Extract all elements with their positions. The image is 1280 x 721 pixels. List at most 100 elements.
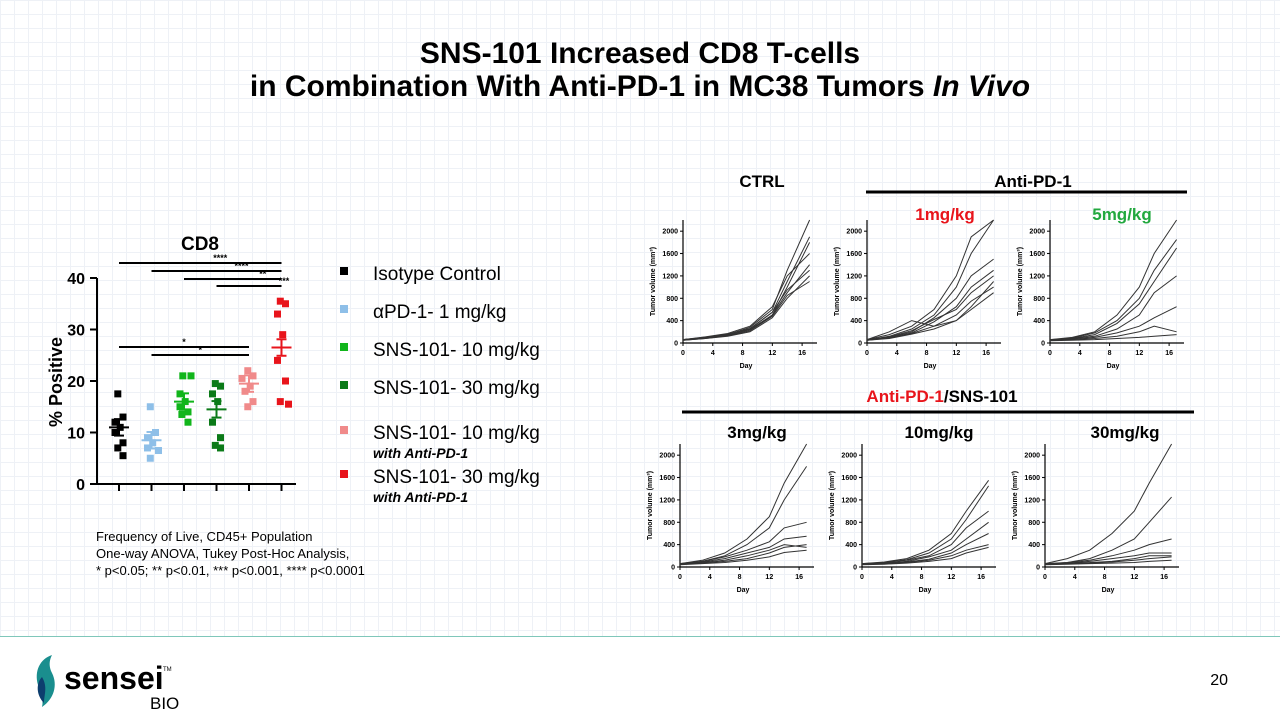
panel-x-tick-label: 16 bbox=[1160, 574, 1168, 581]
panel-y-tick-label: 800 bbox=[1033, 296, 1045, 303]
panel-y-label: Tumor volume (mm³) bbox=[647, 471, 654, 540]
panel-x-tick-label: 4 bbox=[711, 350, 715, 357]
growth-line bbox=[866, 219, 995, 341]
panel-y-tick-label: 1600 bbox=[841, 475, 857, 482]
panel-title: 1mg/kg bbox=[915, 205, 975, 224]
data-point bbox=[176, 403, 184, 411]
panel-y-tick-label: 400 bbox=[663, 542, 675, 549]
legend-label: αPD-1- 1 mg/kg bbox=[373, 302, 506, 323]
logo-trademark: TM bbox=[163, 667, 172, 673]
panel-y-tick-label: 1200 bbox=[659, 497, 675, 504]
legend-label: SNS-101- 10 mg/kg bbox=[373, 423, 540, 444]
data-point bbox=[209, 418, 216, 426]
growth-line bbox=[866, 281, 994, 341]
data-point bbox=[285, 400, 292, 408]
growth-line bbox=[1044, 496, 1172, 565]
panel-y-tick-label: 800 bbox=[663, 520, 675, 527]
panel-y-tick-label: 1600 bbox=[662, 251, 678, 258]
panel-y-tick-label: 1200 bbox=[846, 273, 862, 280]
data-point bbox=[238, 374, 246, 382]
footer-bar: sensei TM BIO bbox=[0, 636, 1280, 721]
growth-line bbox=[679, 521, 807, 565]
data-point bbox=[211, 441, 219, 449]
panel-x-tick-label: 0 bbox=[860, 574, 864, 581]
panel-x-label: Day bbox=[1107, 363, 1120, 370]
data-point bbox=[282, 300, 289, 308]
title-italic: In Vivo bbox=[932, 70, 1031, 103]
data-point bbox=[244, 403, 252, 411]
legend-swatch bbox=[340, 426, 348, 434]
significance-label: **** bbox=[234, 261, 249, 271]
panel-y-label: Tumor volume (mm³) bbox=[650, 247, 657, 316]
panel-y-tick-label: 400 bbox=[1028, 542, 1040, 549]
panel-x-tick-label: 8 bbox=[920, 574, 924, 581]
data-point bbox=[179, 372, 187, 380]
panel-x-label: Day bbox=[924, 363, 937, 370]
data-point bbox=[274, 356, 281, 364]
panel-title: 5mg/kg bbox=[1092, 205, 1152, 224]
data-point bbox=[249, 398, 257, 406]
significance-label: ** bbox=[259, 269, 267, 279]
panel-y-tick-label: 800 bbox=[845, 520, 857, 527]
panel-y-tick-label: 0 bbox=[671, 565, 675, 572]
data-point bbox=[146, 454, 154, 462]
panel-x-tick-label: 8 bbox=[1108, 350, 1112, 357]
panel-y-tick-label: 2000 bbox=[1029, 229, 1045, 236]
panel-x-tick-label: 12 bbox=[765, 574, 773, 581]
growth-line bbox=[1049, 325, 1177, 341]
panel-x-tick-label: 12 bbox=[947, 574, 955, 581]
data-point bbox=[146, 403, 154, 411]
combo-group-label-red: Anti-PD-1 bbox=[866, 387, 943, 406]
panel-title: 10mg/kg bbox=[905, 423, 974, 442]
data-point bbox=[144, 434, 151, 442]
panel-y-tick-label: 800 bbox=[1028, 520, 1040, 527]
panel-y-label: Tumor volume (mm³) bbox=[834, 247, 841, 316]
logo-word: sensei bbox=[64, 660, 164, 696]
combo-group-label: Anti-PD-1/SNS-101 bbox=[866, 387, 1017, 406]
legend-label: Isotype Control bbox=[373, 264, 501, 285]
y-tick-label: 10 bbox=[67, 426, 85, 443]
note-line-3: * p<0.05; ** p<0.01, *** p<0.001, **** p… bbox=[96, 563, 365, 578]
legend-swatch bbox=[340, 267, 348, 275]
panel-x-tick-label: 4 bbox=[1078, 350, 1082, 357]
panel-y-tick-label: 0 bbox=[1041, 341, 1045, 348]
logo-leaf-shadow-icon bbox=[37, 677, 46, 703]
panel-y-tick-label: 0 bbox=[1036, 565, 1040, 572]
growth-line bbox=[679, 443, 808, 565]
growth-line bbox=[1044, 443, 1173, 565]
y-tick-label: 20 bbox=[67, 374, 85, 391]
panel-x-tick-label: 16 bbox=[795, 574, 803, 581]
growth-line bbox=[682, 281, 810, 341]
significance-label: *** bbox=[279, 276, 290, 286]
data-point bbox=[111, 418, 119, 426]
slide-title-line2: in Combination With Anti-PD-1 in MC38 Tu… bbox=[0, 70, 1280, 104]
panel-x-tick-label: 0 bbox=[678, 574, 682, 581]
note-line-2: One-way ANOVA, Tukey Post-Hoc Analysis, bbox=[96, 546, 350, 561]
panel-x-tick-label: 8 bbox=[741, 350, 745, 357]
panel-y-tick-label: 0 bbox=[674, 341, 678, 348]
panel-x-tick-label: 8 bbox=[925, 350, 929, 357]
panel-title: 3mg/kg bbox=[727, 423, 787, 442]
panel-y-label: Tumor volume (mm³) bbox=[829, 471, 836, 540]
cd8-title: CD8 bbox=[181, 234, 219, 255]
legend-swatch bbox=[340, 381, 348, 389]
cd8-scatter-chart: CD8 0 10 20 30 40 % Positive Isotype Control αPD… bbox=[46, 234, 540, 505]
significance-label: **** bbox=[213, 253, 228, 263]
panel-y-tick-label: 1600 bbox=[1024, 475, 1040, 482]
panel-x-tick-label: 4 bbox=[895, 350, 899, 357]
growth-line bbox=[861, 510, 989, 565]
panel-x-tick-label: 12 bbox=[952, 350, 960, 357]
panel-y-tick-label: 400 bbox=[666, 318, 678, 325]
growth-line bbox=[866, 292, 994, 341]
panel-y-tick-label: 1200 bbox=[662, 273, 678, 280]
growth-line bbox=[866, 219, 994, 341]
data-point bbox=[184, 408, 192, 416]
legend-swatch bbox=[340, 343, 348, 351]
legend-sublabel: with Anti-PD-1 bbox=[373, 489, 468, 505]
growth-line bbox=[861, 546, 989, 566]
growth-line bbox=[866, 286, 994, 341]
panel-x-tick-label: 12 bbox=[1130, 574, 1138, 581]
significance-label: * bbox=[198, 345, 202, 355]
data-point bbox=[276, 297, 284, 305]
